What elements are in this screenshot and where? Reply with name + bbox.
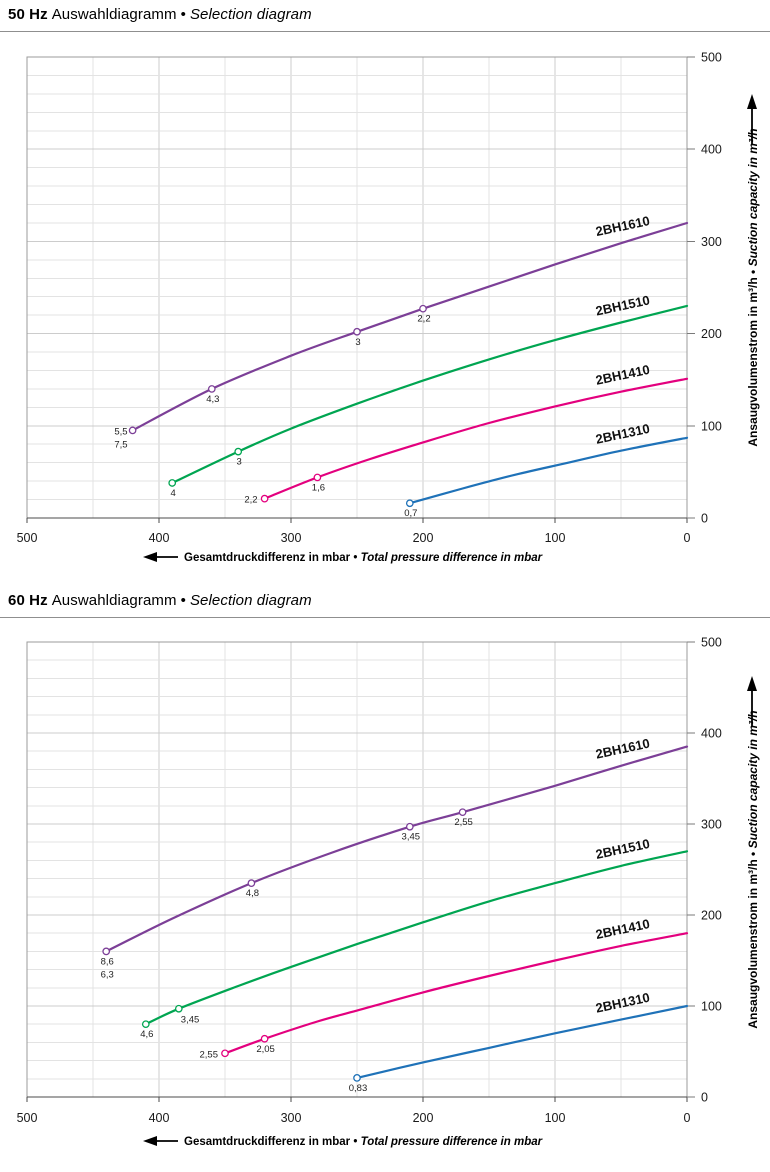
data-point-marker — [168, 479, 177, 487]
data-point-marker — [141, 1020, 150, 1029]
y-tick-label: 500 — [701, 636, 722, 650]
x-tick-label: 300 — [281, 531, 302, 545]
x-tick-label: 100 — [545, 531, 566, 545]
curve-label-2BH1510: 2BH1510 — [594, 836, 651, 862]
section-title-50hz: 50 Hz Auswahldiagramm • Selection diagram — [0, 2, 770, 32]
curve-label-2BH1410: 2BH1410 — [594, 916, 651, 942]
data-point-marker — [247, 879, 256, 887]
x-tick-label: 0 — [684, 1111, 691, 1125]
selection-diagram-60hz: 500 400 300 200 100 0 500 400 300 200 100 0 Gesamtdr… — [17, 636, 760, 1149]
data-point-marker — [234, 447, 243, 456]
curve-2BH1310 — [408, 436, 689, 505]
y-axis-title: Ansaugvolumenstrom in m³/h • Suction cap… — [746, 710, 760, 1028]
curve-label-2BH1310: 2BH1310 — [594, 421, 651, 447]
x-tick-label: 500 — [17, 531, 38, 545]
y-tick-label: 300 — [701, 235, 722, 249]
title-frequency: 60 Hz — [8, 592, 48, 609]
x-tick-label: 400 — [149, 531, 170, 545]
data-point-marker — [405, 499, 414, 508]
x-axis-arrow-icon — [143, 1136, 157, 1146]
data-point-marker — [102, 947, 111, 956]
y-tick-label: 300 — [701, 818, 722, 832]
y-tick-label: 100 — [701, 419, 722, 433]
data-point-label: 3 — [355, 337, 360, 348]
data-point-label: 2,05 — [256, 1044, 275, 1055]
data-point-label: 2,55 — [454, 817, 473, 828]
data-point-label: 4,3 — [206, 394, 219, 405]
data-point-label: 0,83 — [349, 1083, 368, 1094]
y-tick-label: 0 — [701, 512, 708, 526]
curve-2BH1510 — [171, 304, 689, 485]
title-separator: • — [180, 6, 186, 23]
curve-2BH1510 — [144, 850, 689, 1026]
title-separator: • — [180, 592, 186, 609]
y-axis-title: Ansaugvolumenstrom in m³/h • Suction cap… — [746, 128, 760, 446]
data-point-label: 2,55 — [200, 1049, 219, 1060]
data-point-label: 2,2 — [417, 314, 430, 325]
data-point-marker — [207, 385, 216, 393]
y-tick-label: 400 — [701, 727, 722, 741]
title-label-en: Selection diagram — [189, 592, 312, 609]
curve-2BH1310 — [355, 1004, 689, 1079]
title-frequency: 50 Hz — [8, 6, 48, 23]
selection-diagram-50hz: 500 400 300 200 100 0 500 400 300 200 100 0 Gesamtdr… — [17, 51, 760, 565]
curve-2BH1410 — [223, 932, 689, 1055]
data-point-label: 3,45 — [402, 832, 421, 843]
y-tick-label: 0 — [701, 1091, 708, 1105]
data-point-marker — [405, 822, 414, 831]
y-axis-arrow-icon — [747, 94, 757, 109]
data-point-label: 5,5 — [114, 426, 127, 437]
y-tick-label: 200 — [701, 327, 722, 341]
title-label-de: Auswahldiagramm — [51, 6, 177, 23]
data-point-marker — [353, 327, 361, 336]
data-point-label: 0,7 — [404, 508, 417, 519]
data-point-marker — [260, 494, 269, 503]
data-point-marker — [458, 808, 467, 817]
y-tick-label: 100 — [701, 1000, 722, 1014]
x-tick-label: 500 — [17, 1111, 38, 1125]
x-tick-label: 400 — [149, 1111, 170, 1125]
curve-label-2BH1310: 2BH1310 — [594, 990, 651, 1016]
data-point-label: 2,2 — [244, 495, 257, 506]
data-point-label: 8,6 — [101, 956, 114, 967]
y-tick-label: 500 — [701, 51, 722, 65]
data-point-label: 3 — [237, 457, 242, 468]
x-axis-title: Gesamtdruckdifferenz in mbar • Total pre… — [184, 552, 543, 564]
data-point-label: 4,6 — [140, 1029, 153, 1040]
x-tick-label: 200 — [413, 531, 434, 545]
y-tick-label: 200 — [701, 909, 722, 923]
x-tick-label: 0 — [684, 531, 691, 545]
data-point-label: 6,3 — [101, 969, 114, 980]
curve-label-2BH1610: 2BH1610 — [594, 736, 651, 762]
data-point-marker — [260, 1034, 269, 1043]
data-point-marker — [174, 1004, 183, 1013]
data-point-label: 7,5 — [114, 439, 127, 450]
data-point-marker — [313, 473, 322, 482]
x-axis-title: Gesamtdruckdifferenz in mbar • Total pre… — [184, 1136, 543, 1148]
x-axis-arrow-icon — [143, 552, 157, 562]
data-point-marker — [419, 304, 427, 313]
curve-label-2BH1410: 2BH1410 — [594, 362, 651, 388]
y-axis-arrow-icon — [747, 676, 757, 691]
section-title-60hz: 60 Hz Auswahldiagramm • Selection diagram — [0, 588, 770, 618]
data-point-label: 4 — [171, 488, 176, 499]
curve-2BH1410 — [263, 377, 689, 500]
title-label-en: Selection diagram — [189, 6, 312, 23]
x-tick-label: 100 — [545, 1111, 566, 1125]
data-point-marker — [221, 1049, 229, 1058]
data-point-label: 1,6 — [312, 482, 325, 493]
data-point-label: 3,45 — [181, 1015, 200, 1026]
x-tick-label: 300 — [281, 1111, 302, 1125]
x-tick-label: 200 — [413, 1111, 434, 1125]
data-point-marker — [128, 426, 137, 435]
data-point-marker — [353, 1074, 361, 1082]
data-point-label: 4,8 — [246, 888, 259, 899]
title-label-de: Auswahldiagramm — [51, 592, 177, 609]
y-tick-label: 400 — [701, 143, 722, 157]
curve-label-2BH1610: 2BH1610 — [594, 213, 651, 239]
